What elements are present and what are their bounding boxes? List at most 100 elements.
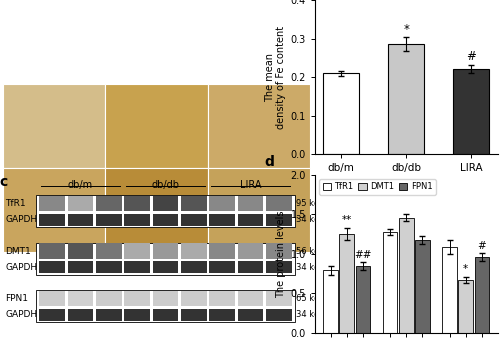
Bar <box>152 196 178 211</box>
Bar <box>324 73 359 154</box>
Bar <box>124 244 150 259</box>
Bar <box>454 69 489 154</box>
Text: LIRA: LIRA <box>240 180 262 190</box>
Bar <box>124 214 150 226</box>
Bar <box>210 196 235 211</box>
Bar <box>2 84 105 168</box>
Bar <box>40 309 65 321</box>
Bar <box>96 261 122 273</box>
Bar <box>96 291 122 306</box>
Bar <box>210 214 235 226</box>
Bar <box>181 291 206 306</box>
Bar <box>415 240 430 333</box>
Bar <box>340 234 354 333</box>
Bar <box>210 244 235 259</box>
Bar <box>238 214 264 226</box>
Bar <box>266 196 291 211</box>
Bar <box>210 291 235 306</box>
Bar <box>474 257 489 333</box>
Bar <box>105 84 208 168</box>
Bar <box>266 261 291 273</box>
Bar <box>238 196 264 211</box>
Bar <box>96 214 122 226</box>
Text: GAPDH: GAPDH <box>6 263 38 272</box>
Bar <box>40 291 65 306</box>
Bar <box>238 261 264 273</box>
Bar <box>105 168 208 252</box>
Bar <box>96 196 122 211</box>
Text: c: c <box>0 175 8 189</box>
Text: DMT1: DMT1 <box>6 247 32 256</box>
Bar <box>210 261 235 273</box>
Text: db/m: db/m <box>68 180 93 190</box>
Bar <box>124 196 150 211</box>
Y-axis label: The mean
density of Fe content: The mean density of Fe content <box>265 26 286 129</box>
Bar <box>40 196 65 211</box>
Bar <box>36 243 294 275</box>
Text: *: * <box>404 23 409 35</box>
Bar <box>68 214 93 226</box>
Bar <box>238 291 264 306</box>
Text: 65 kd: 65 kd <box>296 294 320 303</box>
Text: **: ** <box>342 215 352 225</box>
Bar <box>266 309 291 321</box>
Bar <box>238 244 264 259</box>
Bar <box>181 196 206 211</box>
Bar <box>68 309 93 321</box>
Text: 34 kd: 34 kd <box>296 263 320 272</box>
Bar <box>210 309 235 321</box>
Bar <box>40 261 65 273</box>
Text: db/db: db/db <box>152 180 180 190</box>
Bar <box>442 247 457 333</box>
Text: d: d <box>264 155 274 169</box>
Bar <box>181 244 206 259</box>
Text: #: # <box>466 50 476 63</box>
Text: 56 kd: 56 kd <box>296 247 320 256</box>
Bar <box>124 309 150 321</box>
Text: 34 kd: 34 kd <box>296 215 320 224</box>
Bar <box>266 291 291 306</box>
Bar <box>40 244 65 259</box>
Bar <box>266 214 291 226</box>
Bar <box>96 309 122 321</box>
Bar <box>124 261 150 273</box>
Text: *: * <box>463 263 468 274</box>
Bar <box>2 168 105 252</box>
Bar <box>36 195 294 227</box>
Bar <box>383 232 398 333</box>
Bar <box>356 267 370 333</box>
Text: 34 kd: 34 kd <box>296 310 320 319</box>
Bar <box>96 244 122 259</box>
Bar <box>388 44 424 154</box>
Bar <box>68 291 93 306</box>
Text: #: # <box>478 241 486 251</box>
Bar <box>68 261 93 273</box>
Bar <box>208 168 310 252</box>
Bar <box>152 291 178 306</box>
Bar <box>324 270 338 333</box>
Bar <box>36 290 294 322</box>
Bar <box>68 244 93 259</box>
Bar <box>40 214 65 226</box>
Bar <box>124 291 150 306</box>
Text: GAPDH: GAPDH <box>6 310 38 319</box>
Legend: TfR1, DMT1, FPN1: TfR1, DMT1, FPN1 <box>319 179 436 195</box>
Text: FPN1: FPN1 <box>6 294 28 303</box>
Bar <box>181 261 206 273</box>
Text: ##: ## <box>354 250 372 260</box>
Bar <box>208 84 310 168</box>
Text: 95 kd: 95 kd <box>296 199 320 208</box>
Bar <box>458 280 473 333</box>
Bar <box>152 244 178 259</box>
Bar <box>152 261 178 273</box>
Bar <box>181 309 206 321</box>
Bar <box>399 217 413 333</box>
Bar <box>266 244 291 259</box>
Bar <box>152 309 178 321</box>
Bar <box>181 214 206 226</box>
Text: GAPDH: GAPDH <box>6 215 38 224</box>
Bar <box>152 214 178 226</box>
Bar <box>238 309 264 321</box>
Y-axis label: The protein levels: The protein levels <box>276 210 286 298</box>
Bar <box>68 196 93 211</box>
